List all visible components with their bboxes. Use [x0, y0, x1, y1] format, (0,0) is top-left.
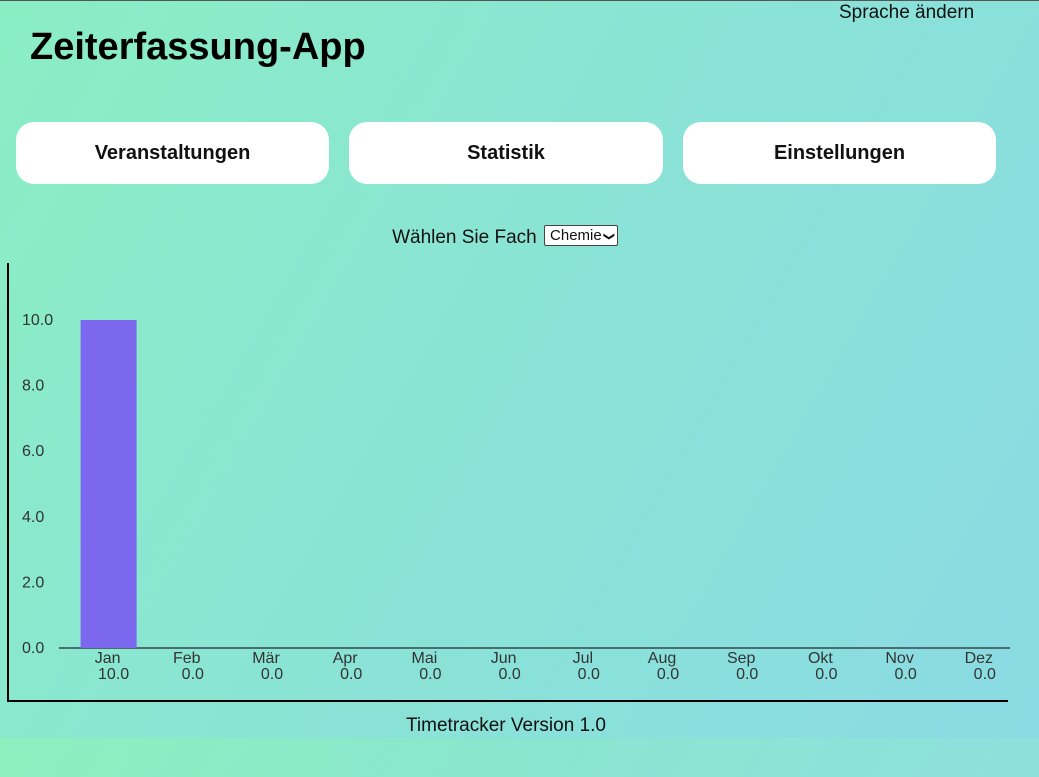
y-tick-label: 10.0 [22, 312, 53, 329]
change-language-link[interactable]: Sprache ändern [839, 2, 975, 23]
bar-value-label: 0.0 [657, 666, 679, 683]
bar-value-label: 0.0 [498, 666, 520, 683]
x-tick-label: Jul [573, 650, 593, 667]
bar-value-label: 0.0 [894, 666, 916, 683]
events-button[interactable]: Veranstaltungen [16, 122, 329, 184]
x-tick-label: Mai [412, 650, 438, 667]
y-tick-label: 6.0 [22, 443, 44, 460]
bar-value-label: 0.0 [815, 666, 837, 683]
x-tick-label: Sep [727, 650, 756, 667]
x-tick-label: Okt [808, 650, 833, 667]
bar-value-label: 0.0 [736, 666, 758, 683]
x-tick-label: Jan [95, 650, 121, 667]
x-tick-label: Dez [965, 650, 993, 667]
bar-value-label: 0.0 [974, 666, 996, 683]
subject-select[interactable]: Chemie❯ [544, 225, 618, 247]
x-tick-label: Nov [885, 650, 913, 667]
monthly-hours-chart: 0.02.04.06.08.010.0Jan10.0Feb0.0Mär0.0Ap… [22, 312, 1010, 683]
y-tick-label: 4.0 [22, 509, 44, 526]
settings-button[interactable]: Einstellungen [683, 122, 996, 184]
bar-value-label: 0.0 [261, 666, 283, 683]
footer-band [0, 738, 1039, 777]
x-tick-label: Aug [648, 650, 676, 667]
subject-selected-value: Chemie [550, 227, 602, 245]
x-tick-label: Jun [491, 650, 517, 667]
bar-value-label: 0.0 [182, 666, 204, 683]
x-tick-label: Mär [252, 650, 280, 667]
y-tick-label: 8.0 [22, 378, 44, 395]
y-tick-label: 2.0 [22, 574, 44, 591]
bar-value-label: 0.0 [340, 666, 362, 683]
bar-jan [80, 320, 137, 648]
x-tick-label: Feb [173, 650, 201, 667]
app-title: Zeiterfassung-App [30, 26, 366, 68]
x-tick-label: Apr [333, 650, 359, 667]
footer-version: Timetracker Version 1.0 [406, 715, 606, 736]
subject-selector-row: Wählen Sie Fach Chemie❯ [0, 225, 1010, 249]
bar-value-label: 0.0 [419, 666, 441, 683]
bar-value-label: 0.0 [578, 666, 600, 683]
subject-label: Wählen Sie Fach [392, 227, 537, 248]
chart-frame: 0.0 2.0 4.0 6.0 8.0 10.0 Jan 10.0 Feb 0.0 Mär 0.0 Ap… [7, 263, 1010, 702]
chevron-down-icon: ❯ [602, 232, 615, 242]
statistics-button[interactable]: Statistik [349, 122, 663, 184]
y-tick-label: 0.0 [22, 640, 44, 657]
bar-value-label: 10.0 [98, 666, 129, 683]
